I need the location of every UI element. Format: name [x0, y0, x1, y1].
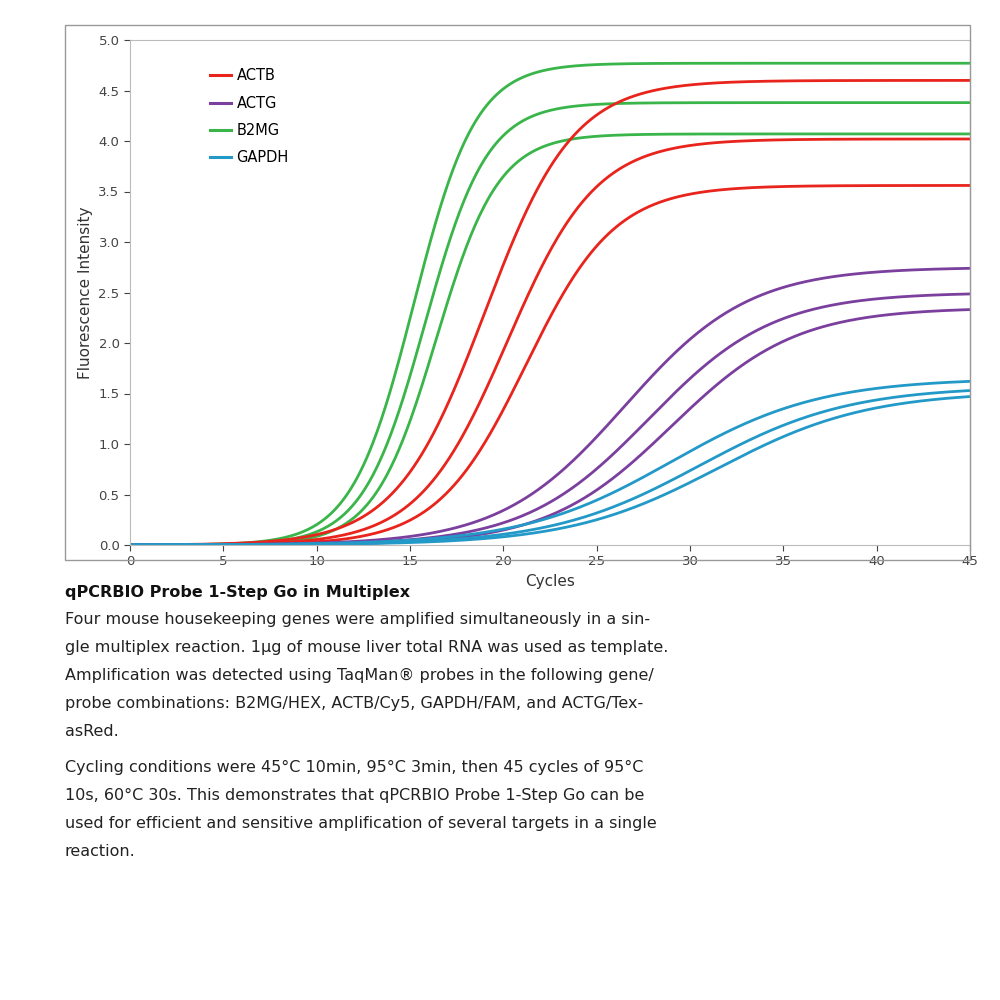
Text: asRed.: asRed. [65, 724, 119, 739]
Text: reaction.: reaction. [65, 844, 136, 859]
Y-axis label: Fluorescence Intensity: Fluorescence Intensity [78, 206, 93, 379]
Text: gle multiplex reaction. 1μg of mouse liver total RNA was used as template.: gle multiplex reaction. 1μg of mouse liv… [65, 640, 668, 655]
Legend: ACTB, ACTG, B2MG, GAPDH: ACTB, ACTG, B2MG, GAPDH [204, 62, 295, 171]
Text: qPCRBIO Probe 1-Step Go in Multiplex: qPCRBIO Probe 1-Step Go in Multiplex [65, 585, 410, 600]
Text: used for efficient and sensitive amplification of several targets in a single: used for efficient and sensitive amplifi… [65, 816, 657, 831]
Text: 10s, 60°C 30s. This demonstrates that qPCRBIO Probe 1-Step Go can be: 10s, 60°C 30s. This demonstrates that qP… [65, 788, 644, 803]
Text: Cycling conditions were 45°C 10min, 95°C 3min, then 45 cycles of 95°C: Cycling conditions were 45°C 10min, 95°C… [65, 760, 643, 775]
X-axis label: Cycles: Cycles [525, 574, 575, 589]
Text: Amplification was detected using TaqMan® probes in the following gene/: Amplification was detected using TaqMan®… [65, 668, 654, 683]
Text: Four mouse housekeeping genes were amplified simultaneously in a sin-: Four mouse housekeeping genes were ampli… [65, 612, 650, 627]
Text: probe combinations: B2MG/HEX, ACTB/Cy5, GAPDH/FAM, and ACTG/Tex-: probe combinations: B2MG/HEX, ACTB/Cy5, … [65, 696, 643, 711]
